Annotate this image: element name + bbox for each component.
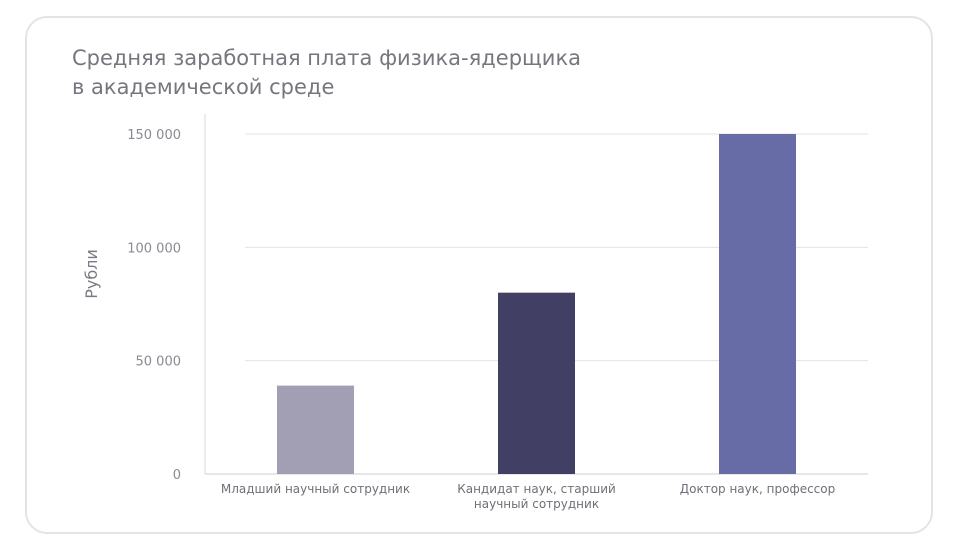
x-category-label: Младший научный сотрудник (221, 482, 410, 496)
chart-title-line-2: в академической среде (72, 75, 335, 99)
x-category-label: Доктор наук, профессор (680, 482, 836, 496)
bar (719, 134, 796, 474)
x-category-label-line: научный сотрудник (474, 497, 599, 511)
x-category-label-line: Доктор наук, профессор (680, 482, 836, 496)
y-tick-label: 0 (173, 468, 181, 483)
x-category-label-line: Младший научный сотрудник (221, 482, 410, 496)
y-tick-label: 100 000 (127, 241, 181, 256)
y-tick-label: 50 000 (136, 355, 182, 370)
x-category-label-line: Кандидат наук, старший (457, 482, 616, 496)
chart-title-line-1: Средняя заработная плата физика-ядерщика (72, 46, 582, 70)
chart-title: Средняя заработная плата физика-ядерщика… (72, 44, 672, 102)
bar (277, 385, 354, 474)
y-tick-label: 150 000 (127, 128, 181, 143)
bar (498, 292, 575, 474)
y-axis-label: Рубли (82, 249, 101, 299)
x-category-label: Кандидат наук, старший научный сотрудник (457, 482, 616, 511)
